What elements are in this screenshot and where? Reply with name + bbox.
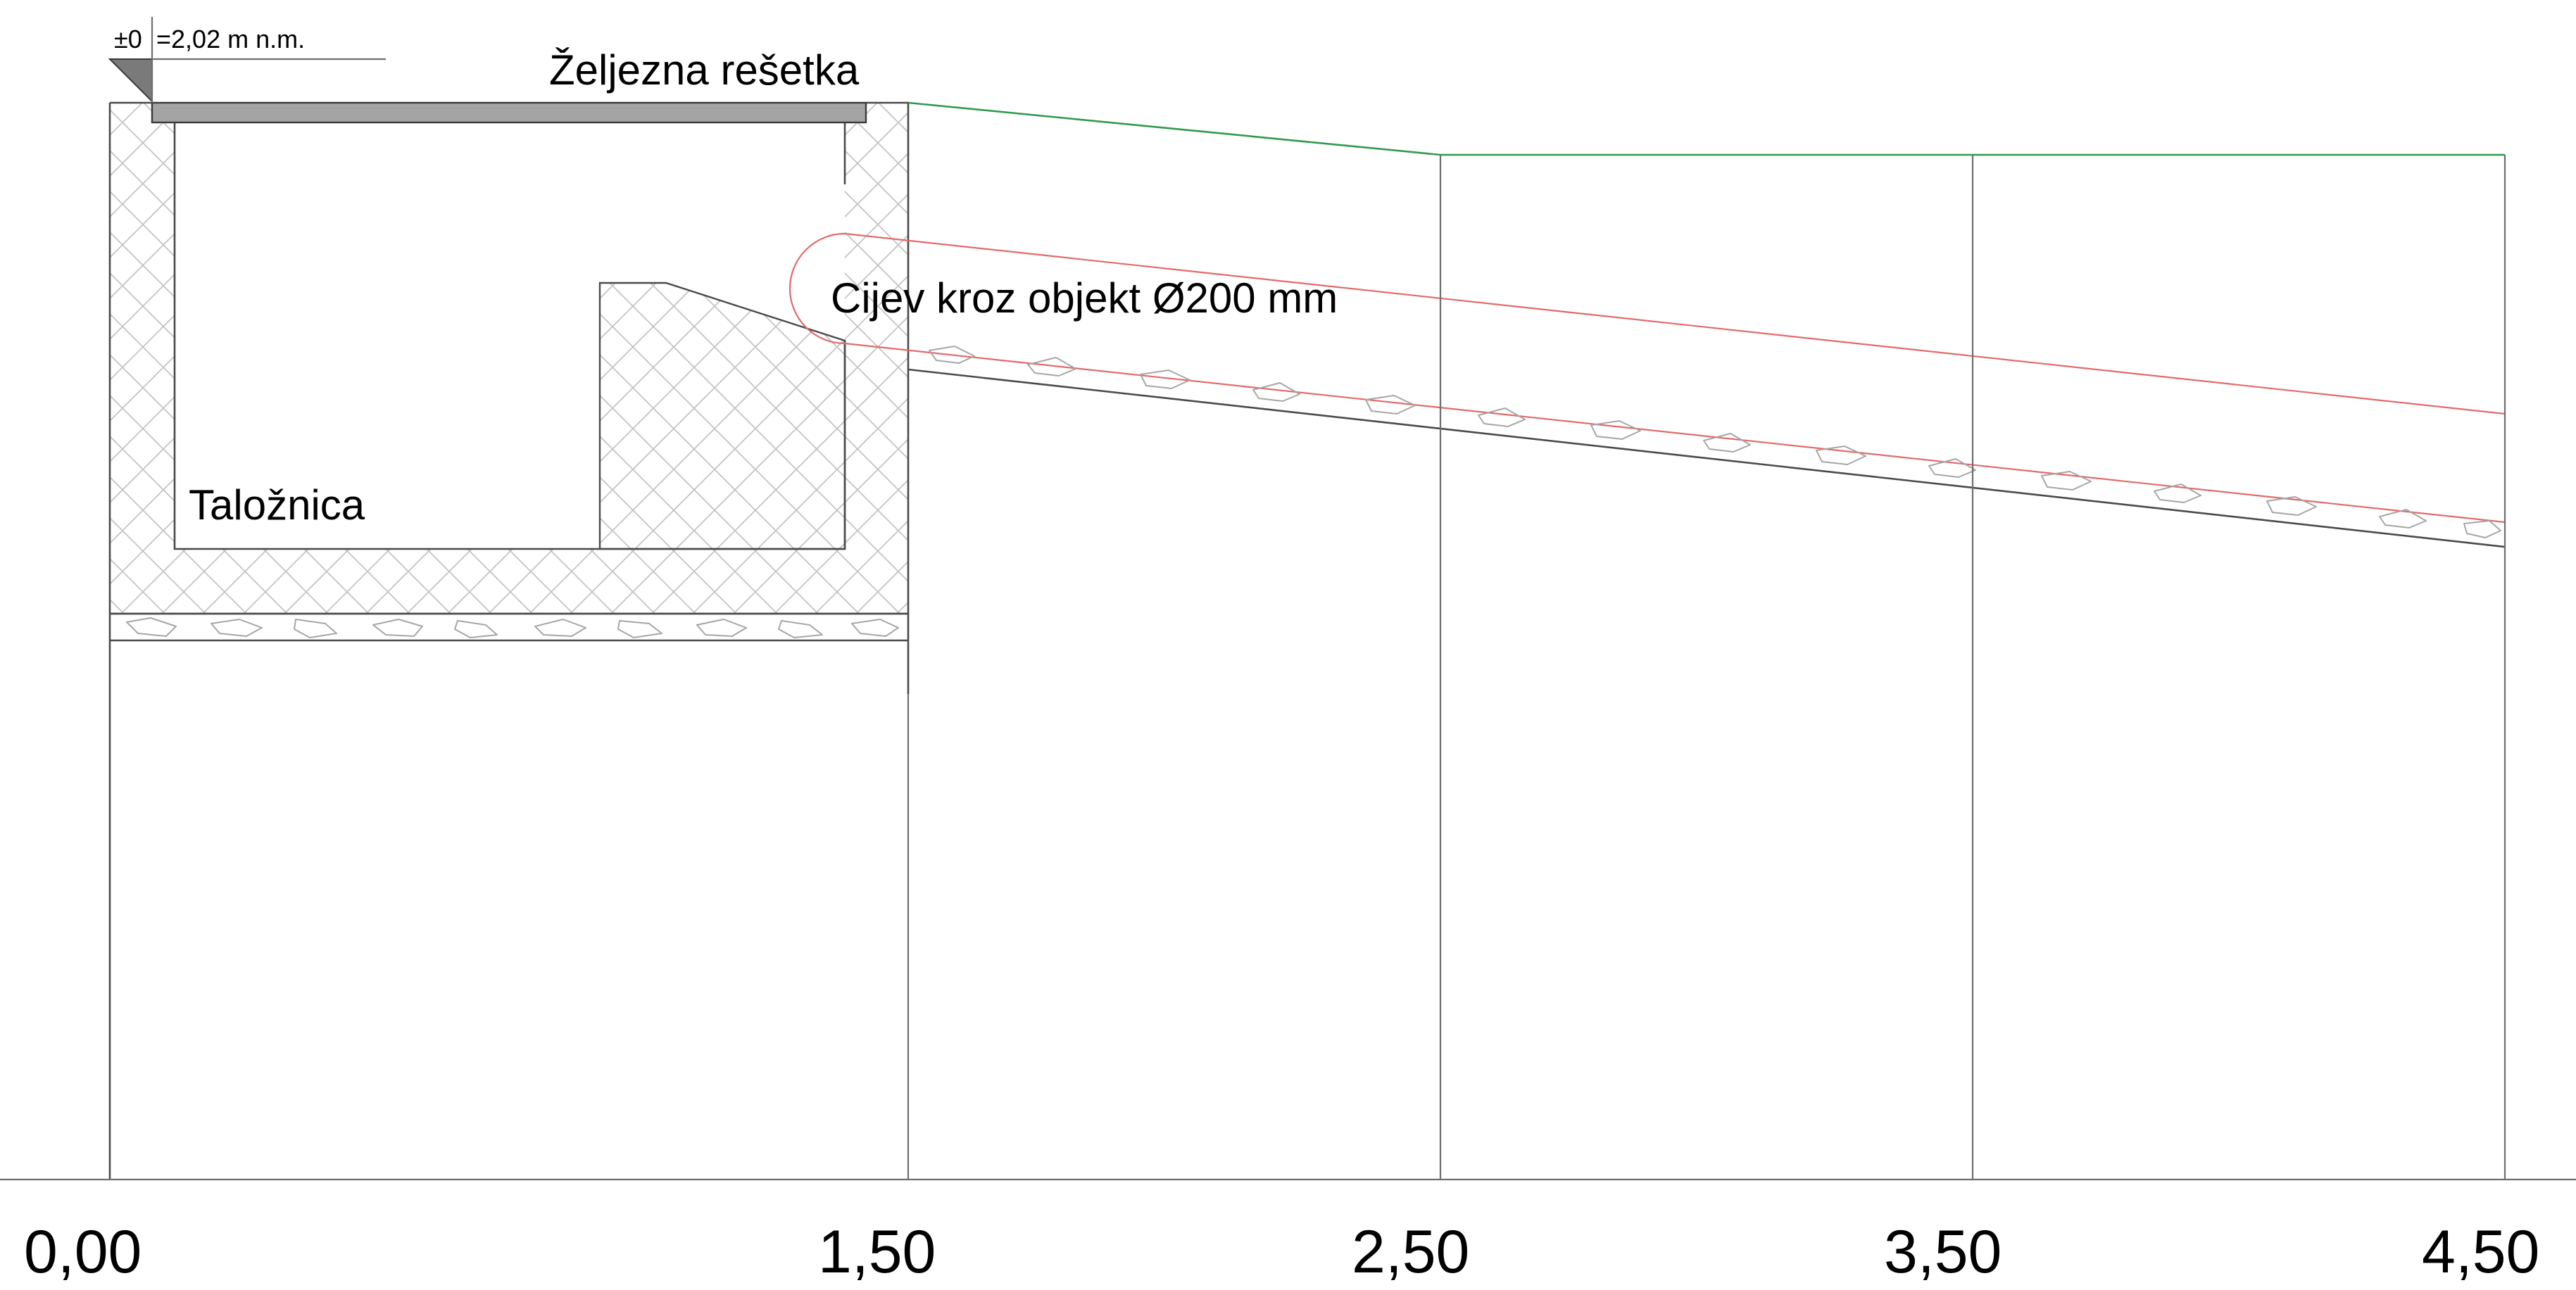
pipe-outline[interactable] (788, 232, 2506, 524)
tank-label: Taložnica (189, 481, 365, 529)
pipe-bedding-bottom (907, 368, 2506, 548)
iron-grate[interactable] (151, 101, 867, 124)
station-label-3-50: 3,50 (1884, 1218, 2002, 1286)
pipe-label: Cijev kroz objekt Ø200 mm (831, 274, 1338, 322)
grate-label: Željezna rešetka (549, 46, 860, 94)
elevation-zero-label: ±0 (114, 25, 142, 53)
station-label-0-00: 0,00 (24, 1218, 142, 1286)
pipe-bedding-texture (929, 346, 2501, 538)
tank-inner-outline (173, 123, 846, 550)
tank-wall-hatch (110, 103, 908, 614)
station-label-2-50: 2,50 (1352, 1218, 1469, 1286)
terrain-line (907, 101, 2505, 156)
station-label-4-50: 4,50 (2422, 1218, 2539, 1286)
tank-baffle (598, 282, 846, 550)
tank-gravel-texture (126, 617, 899, 638)
elevation-triangle-icon (108, 58, 153, 103)
elevation-marker (108, 17, 386, 103)
elevation-value-label: =2,02 m n.m. (156, 25, 305, 53)
station-label-1-50: 1,50 (818, 1218, 936, 1286)
